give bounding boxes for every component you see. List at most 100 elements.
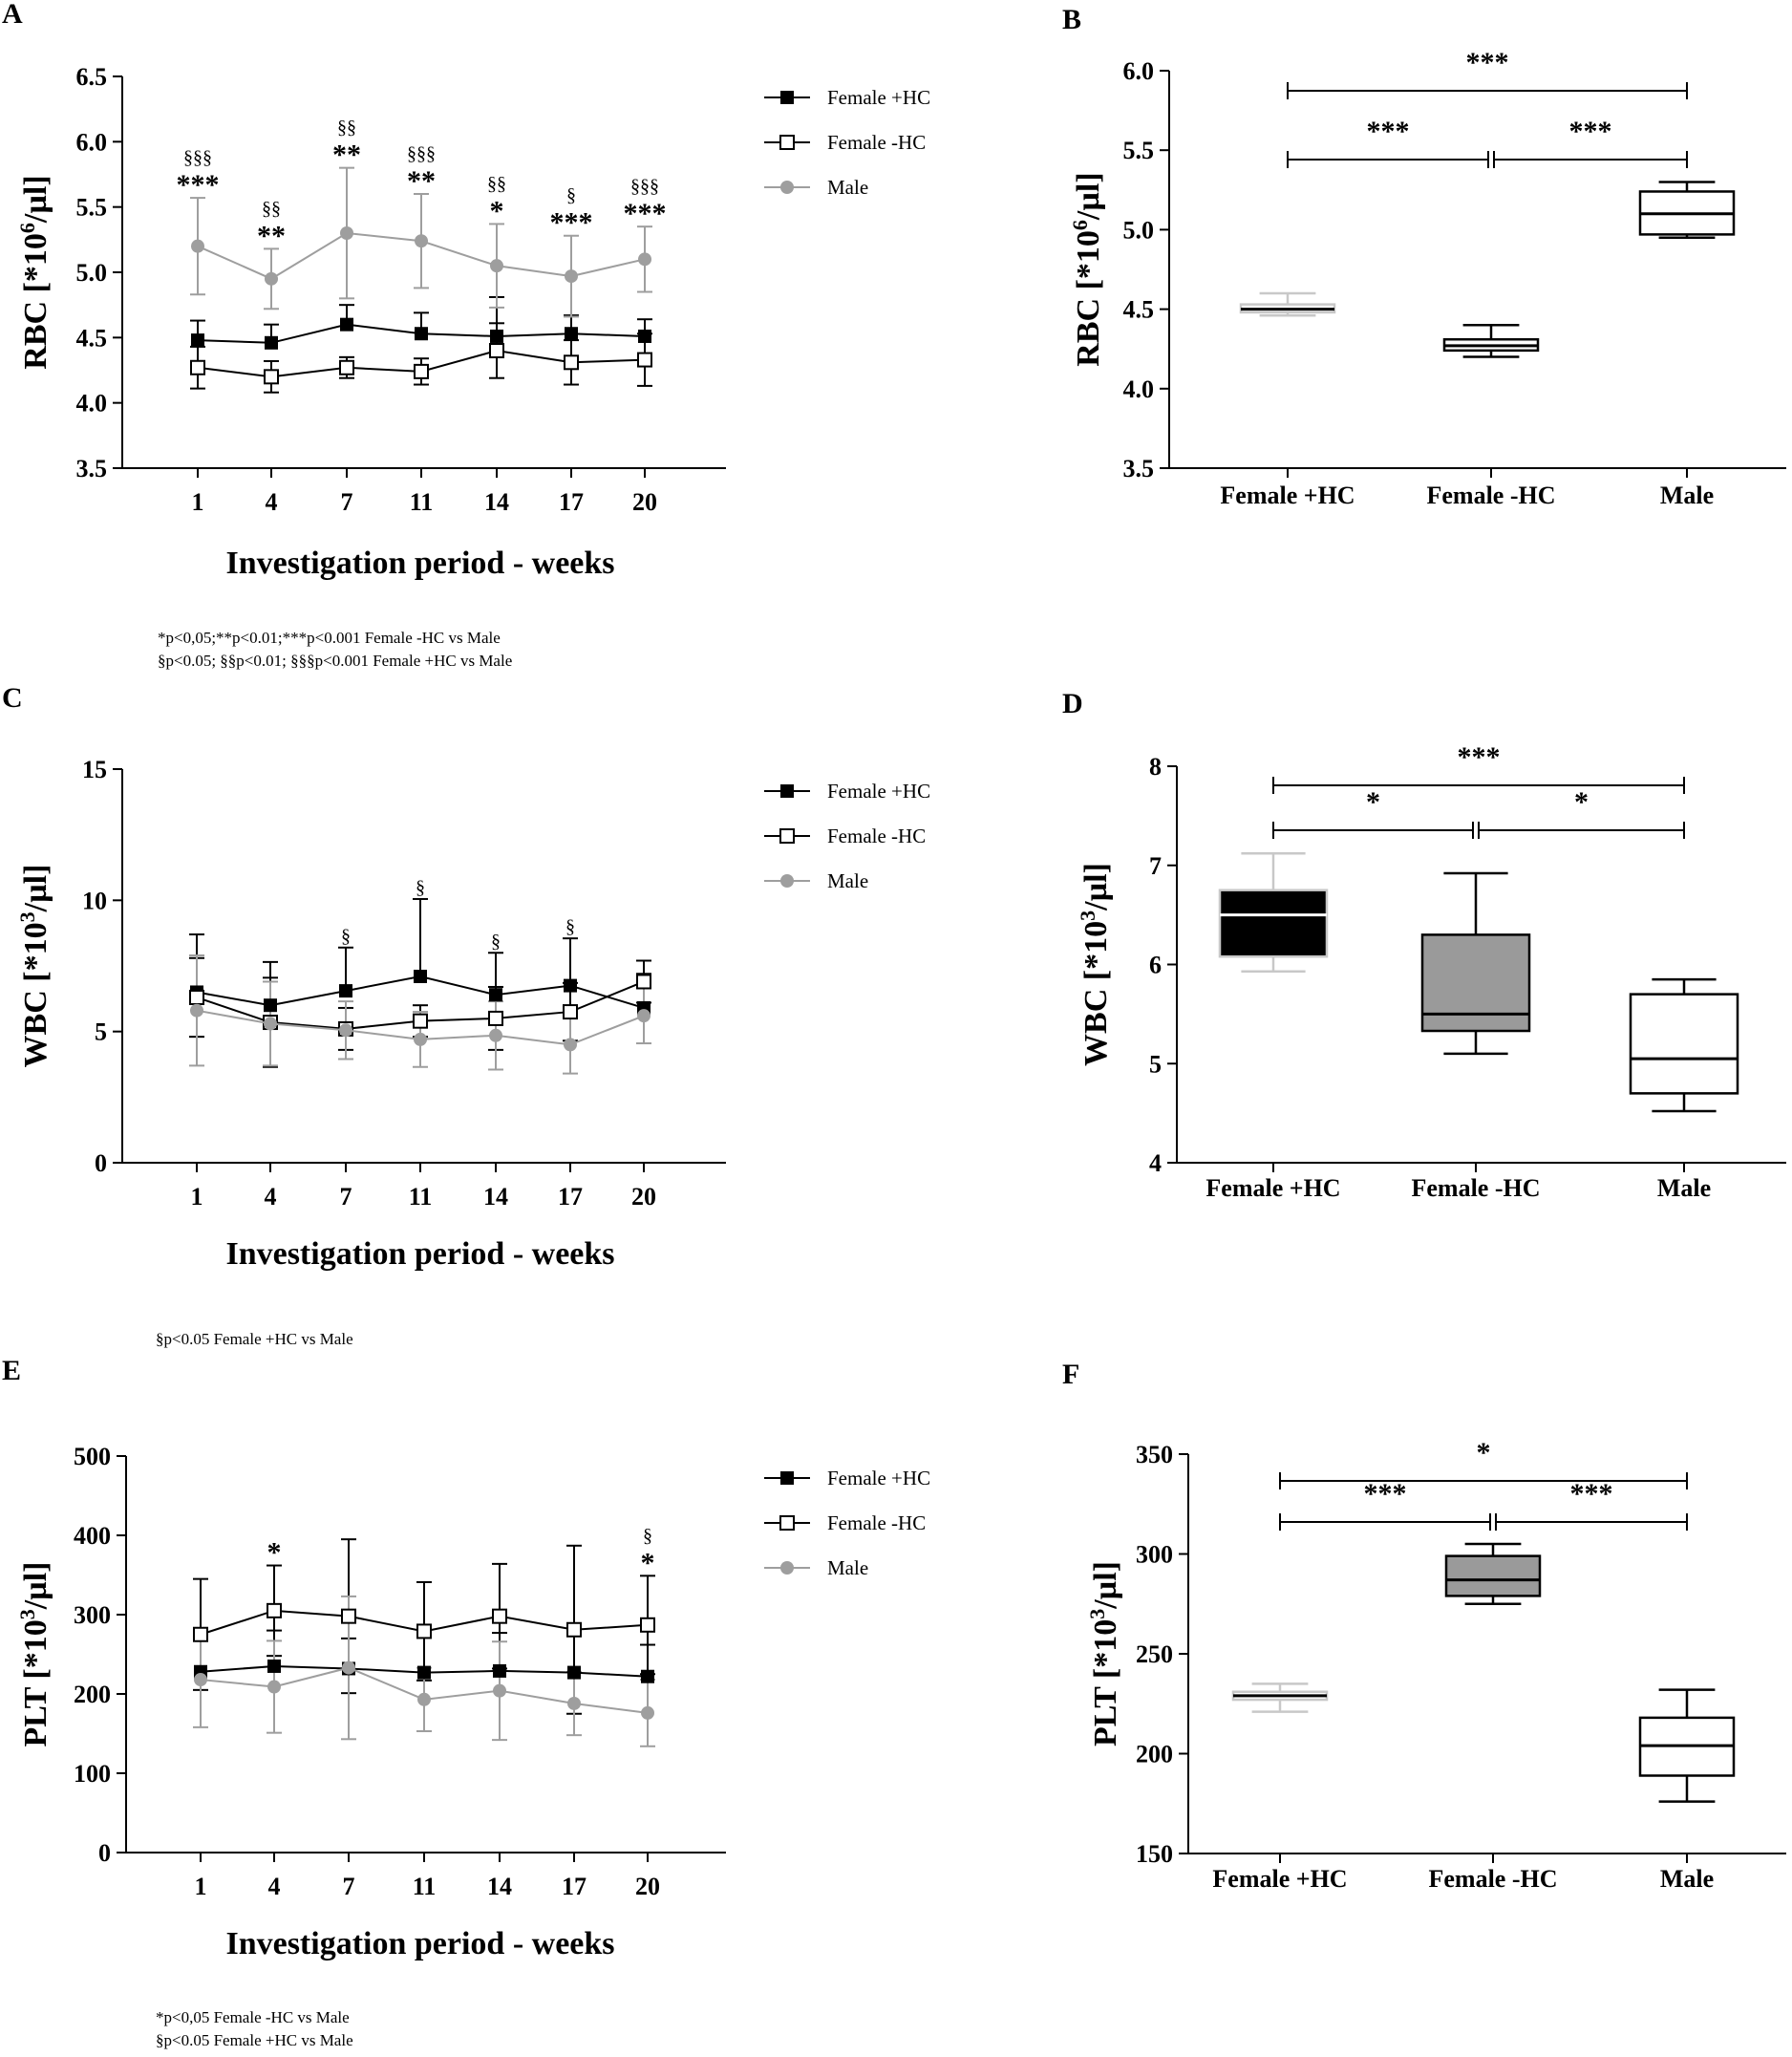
y-axis-title-sup: 6 [1068, 220, 1092, 230]
data-point [489, 343, 504, 358]
y-tick-label: 150 [1136, 1840, 1173, 1868]
x-tick-label: 14 [483, 1183, 508, 1211]
significance-star: * [490, 195, 504, 226]
data-point [265, 271, 278, 286]
y-tick-label: 10 [82, 887, 107, 914]
x-tick-label: 1 [191, 1183, 203, 1211]
data-point [342, 1661, 355, 1675]
y-axis-title-unit: /µl] [18, 865, 53, 913]
data-point [414, 1032, 427, 1046]
x-tick-label: 4 [265, 1183, 277, 1211]
legend-marker [780, 784, 794, 798]
significance-star: *** [1570, 1478, 1613, 1510]
y-tick-label: 8 [1149, 753, 1162, 781]
legend-label: Male [827, 869, 868, 892]
note-e-2: §p<0.05 Female +HC vs Male [156, 2031, 353, 2049]
data-point [189, 989, 204, 1005]
y-tick-label: 350 [1136, 1441, 1173, 1468]
significance-star: * [641, 1547, 655, 1578]
data-point [415, 327, 428, 341]
x-tick-label: 17 [558, 1183, 583, 1211]
panel-letter-d: D [1062, 688, 1083, 719]
legend-marker [780, 91, 794, 104]
x-tick-label: 20 [632, 488, 657, 516]
note-a-2: §p<0.05; §§p<0.01; §§§p<0.001 Female +HC… [158, 652, 512, 670]
y-tick-label: 7 [1149, 852, 1162, 880]
data-point [637, 352, 652, 368]
significance-star: *** [1569, 116, 1612, 147]
data-point [417, 1665, 431, 1680]
data-point [265, 335, 278, 350]
y-tick-label: 5.0 [76, 259, 108, 287]
data-point [564, 978, 577, 993]
x-axis-title: Investigation period - weeks [225, 546, 614, 581]
x-tick-label: 7 [341, 488, 353, 516]
data-point [340, 226, 353, 240]
y-tick-label: 200 [1136, 1741, 1173, 1768]
y-tick-label: 4.5 [76, 324, 108, 352]
significance-section-mark: §§ [487, 173, 506, 194]
box [1218, 889, 1329, 958]
y-axis-title-unit: /µl] [18, 175, 53, 224]
significance-star: ** [257, 220, 286, 251]
data-point [567, 1696, 581, 1710]
legend-marker [779, 135, 795, 150]
legend-marker [780, 1471, 794, 1485]
data-point [493, 1683, 506, 1698]
data-point [489, 988, 502, 1002]
significance-star: * [1574, 786, 1589, 818]
significance-section-mark: § [341, 926, 351, 947]
data-point [490, 329, 503, 343]
legend-marker [780, 874, 794, 888]
data-point [565, 269, 578, 284]
legend-marker [780, 1561, 794, 1575]
data-point [490, 259, 503, 273]
box [1629, 993, 1739, 1095]
legend-label: Male [827, 1556, 868, 1579]
data-point [414, 969, 427, 983]
legend-label: Female +HC [827, 1467, 930, 1489]
y-axis-title-main: WBC [*10 [1078, 921, 1114, 1066]
y-axis-title: PLT [*103/µl] [1085, 1561, 1123, 1746]
y-tick-label: 0 [98, 1839, 111, 1867]
chart-f-plt-box: 150 200 250 300 350 PLT [*103/µl] Female +HC Fe… [1085, 1437, 1786, 1893]
legend-marker [779, 1515, 795, 1531]
significance-section-mark: § [566, 185, 576, 206]
x-category-label: Male [1657, 1174, 1711, 1202]
y-tick-label: 300 [74, 1601, 111, 1629]
chart-d-wbc-box: 4 5 6 7 8 WBC [*103/µl] Female +HC Female -HC Ma… [1076, 741, 1786, 1202]
legend-label: Male [827, 176, 868, 199]
data-point [264, 369, 279, 385]
y-tick-label: 4.0 [1123, 375, 1155, 403]
data-point [417, 1692, 431, 1706]
significance-star: *** [624, 198, 667, 229]
data-point [637, 1009, 651, 1023]
y-axis-title-sup: 3 [1076, 911, 1099, 921]
data-point [190, 1003, 203, 1018]
data-point [191, 333, 204, 348]
significance-section-mark: § [491, 931, 501, 952]
legend-label: Female +HC [827, 86, 930, 109]
y-axis-title-main: WBC [*10 [18, 922, 53, 1067]
note-a-1: *p<0,05;**p<0.01;***p<0.001 Female -HC v… [158, 629, 501, 647]
data-point [267, 1680, 281, 1694]
significance-star: * [1366, 786, 1380, 818]
x-tick-label: 1 [195, 1873, 207, 1900]
y-tick-label: 5 [1149, 1050, 1162, 1078]
significance-star: *** [550, 207, 593, 239]
x-tick-label: 17 [559, 488, 584, 516]
y-tick-label: 300 [1136, 1541, 1173, 1569]
y-tick-label: 0 [95, 1149, 107, 1177]
x-category-label: Female +HC [1205, 1174, 1340, 1202]
y-axis-title-unit: /µl] [18, 1561, 53, 1610]
panel-letter-c: C [2, 682, 23, 714]
significance-section-mark: §§§ [183, 147, 212, 168]
x-category-label: Male [1660, 1865, 1714, 1893]
y-axis-title: WBC [*103/µl] [1076, 863, 1114, 1066]
x-axis-title: Investigation period - weeks [225, 1236, 614, 1272]
x-tick-label: 11 [409, 1183, 433, 1211]
